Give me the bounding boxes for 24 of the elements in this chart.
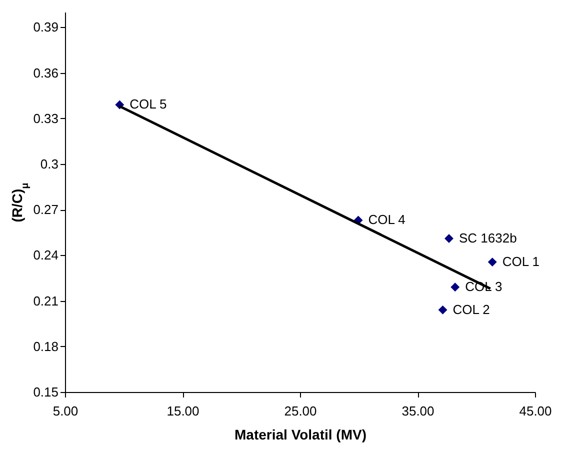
y-tick-label: 0.36	[33, 65, 58, 80]
point	[450, 282, 460, 292]
y-tick-label: 0.21	[33, 293, 58, 308]
x-tick-label: 5.00	[52, 404, 78, 418]
data-label: COL 5	[130, 96, 167, 112]
x-axis-title: Material Volatil (MV)	[234, 426, 366, 442]
data-label: SC 1632b	[458, 230, 517, 246]
x-tick-label: 35.00	[402, 404, 434, 418]
y-tick-label: 0.33	[33, 110, 58, 126]
y-tick-label: 0.3	[40, 156, 58, 172]
y-tick-label: 0.39	[33, 20, 58, 35]
point	[444, 234, 454, 243]
x-tick-label: 15.00	[166, 404, 200, 418]
data-label: COL 4	[368, 212, 406, 228]
y-tick-label: 0.18	[33, 338, 58, 354]
y-tick-label: 0.24	[33, 248, 58, 263]
data-label: COL 2	[452, 302, 490, 317]
data-label: COL 1	[502, 254, 540, 270]
y-tick-label: 0.27	[33, 202, 58, 218]
x-tick-label: 45.00	[519, 404, 552, 418]
y-tick-label: 0.15	[33, 384, 58, 400]
point	[438, 305, 448, 314]
x-tick-label: 25.00	[284, 404, 317, 418]
point	[488, 258, 497, 267]
